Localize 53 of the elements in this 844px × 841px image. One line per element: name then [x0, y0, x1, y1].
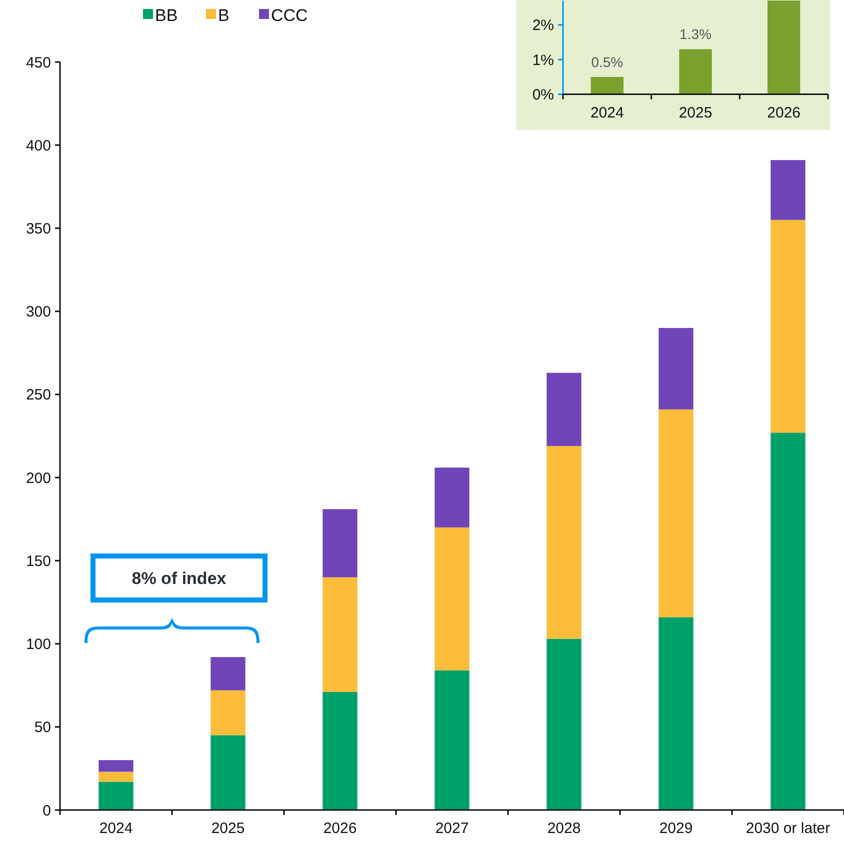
y-tick-label: 50 [34, 719, 51, 736]
legend-label: CCC [271, 6, 308, 25]
x-tick-label: 2026 [767, 104, 801, 122]
y-tick-label: 350 [26, 220, 51, 238]
x-tick-label: 2025 [678, 104, 712, 122]
y-tick-label: 0 [42, 802, 51, 820]
bar [546, 372, 582, 446]
bar [210, 735, 246, 810]
bar [98, 760, 134, 772]
legend-label: BB [155, 6, 178, 25]
bar [210, 657, 246, 690]
bar [322, 577, 358, 692]
bar [434, 527, 470, 670]
bar [658, 617, 694, 810]
bar [658, 409, 694, 618]
x-tick-label: 2030 or later [746, 820, 830, 837]
bar [679, 49, 712, 94]
y-tick-label: 250 [26, 386, 51, 404]
y-tick-label: 0% [532, 86, 554, 104]
bar [322, 692, 358, 810]
bar [767, 0, 800, 94]
bar [658, 328, 694, 410]
bar [322, 509, 358, 578]
bar [546, 638, 582, 810]
y-tick-label: 1% [532, 52, 554, 69]
bar [770, 220, 806, 433]
y-tick-label: 200 [26, 470, 51, 487]
bar [770, 160, 806, 220]
bar [434, 468, 470, 528]
y-tick-label: 300 [26, 304, 51, 321]
x-tick-label: 2029 [659, 820, 693, 837]
bar [98, 772, 134, 782]
data-label: 0.5% [591, 54, 624, 70]
y-tick-label: 400 [26, 137, 51, 154]
bar [770, 432, 806, 810]
legend-label: B [218, 6, 230, 25]
y-tick-label: 150 [26, 552, 51, 570]
x-tick-label: 2024 [590, 104, 624, 122]
x-tick-label: 2024 [99, 820, 133, 837]
y-tick-label: 100 [26, 636, 51, 654]
data-label: 1.3% [680, 26, 712, 42]
x-tick-label: 2027 [435, 820, 469, 837]
bar [210, 690, 246, 736]
annotation: 8% of index [132, 568, 227, 588]
y-tick-label: 2% [532, 17, 554, 34]
x-tick-label: 2025 [211, 820, 245, 837]
y-tick-label: 450 [26, 54, 51, 72]
bar [590, 76, 624, 94]
bar [546, 446, 582, 639]
x-tick-label: 2026 [323, 820, 357, 837]
bar [434, 670, 470, 810]
x-tick-label: 2028 [547, 820, 581, 837]
bar [98, 782, 134, 810]
